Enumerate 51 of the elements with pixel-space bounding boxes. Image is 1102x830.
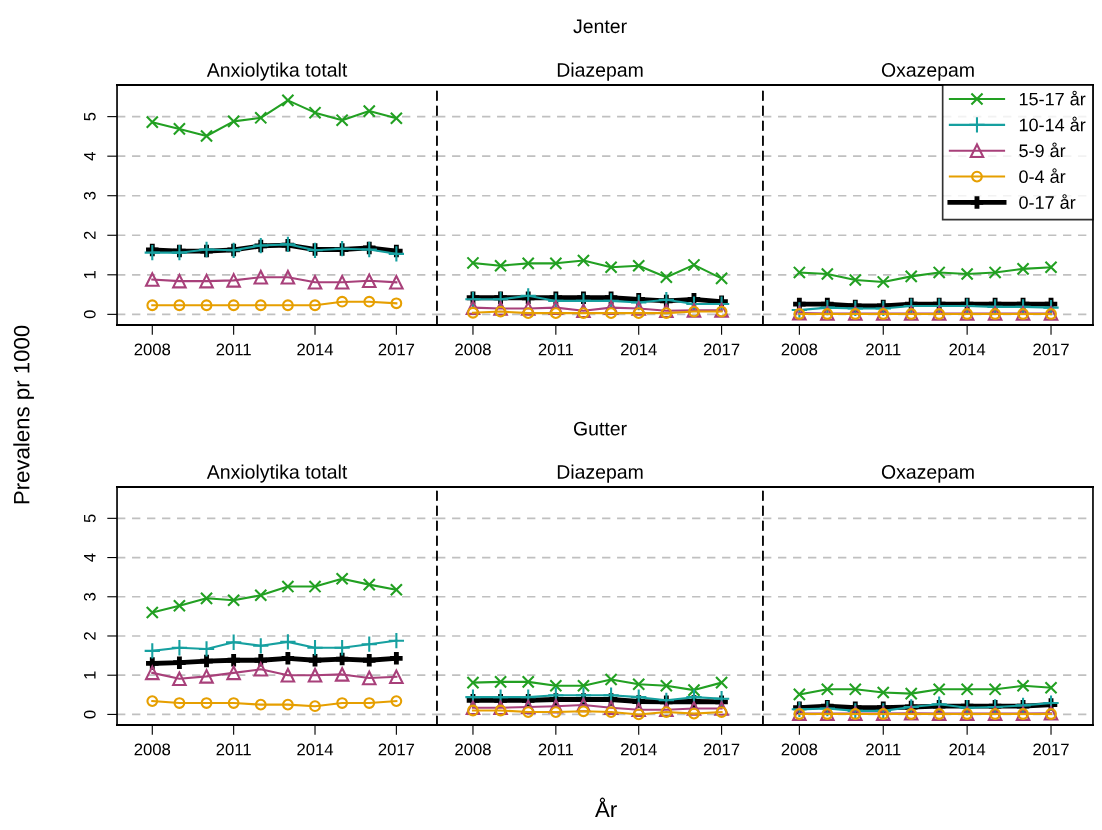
- chart-title: Anxiolytika totalt: [206, 464, 348, 483]
- legend-label: 15-17 år: [1019, 90, 1086, 106]
- y-tick-label: 2: [83, 231, 96, 240]
- y-tick-label: 4: [84, 152, 96, 161]
- x-tick-label: 2008: [134, 743, 171, 756]
- x-tick-label: 2008: [134, 343, 171, 356]
- y-tick-label: 2: [83, 632, 96, 640]
- x-tick-label: 2011: [866, 343, 901, 356]
- chart-title: Diazepam: [557, 464, 643, 483]
- x-tick-label: 2011: [216, 743, 251, 756]
- legend-label: 0-17 år: [1019, 194, 1076, 209]
- y-tick-label: 0: [83, 710, 96, 719]
- y-tick-label: 1: [84, 671, 96, 679]
- x-tick-label: 2014: [297, 743, 334, 756]
- x-tick-label: 2014: [621, 743, 657, 756]
- x-tick-label: 2017: [378, 743, 415, 756]
- legend-label: 0-4 år: [1019, 168, 1066, 184]
- x-tick-label: 2011: [866, 743, 901, 756]
- x-tick-label: 2014: [949, 743, 986, 756]
- x-tick-label: 2008: [455, 343, 491, 356]
- x-tick-label: 2011: [538, 343, 573, 356]
- y-tick-label: 4: [84, 553, 96, 562]
- x-tick-label: 2017: [378, 343, 415, 356]
- chart-title: Diazepam: [557, 62, 643, 81]
- y-tick-label: 3: [83, 592, 96, 601]
- x-tick-label: 2017: [1033, 343, 1069, 356]
- x-tick-label: 2008: [781, 343, 818, 356]
- x-tick-label: 2014: [949, 343, 986, 356]
- x-tick-label: 2017: [1033, 743, 1069, 756]
- legend-label: 5-9 år: [1019, 142, 1066, 158]
- x-tick-label: 2011: [216, 343, 251, 356]
- y-tick-label: 5: [84, 514, 96, 523]
- y-tick-label: 1: [84, 270, 96, 279]
- text: Jenter: [573, 19, 627, 34]
- y-tick-label: 0: [83, 310, 96, 319]
- chart-title: Anxiolytika totalt: [206, 62, 348, 81]
- x-axis-title: År: [595, 797, 617, 818]
- legend-label: 10-14 år: [1019, 116, 1086, 132]
- y-tick-label: 5: [84, 112, 96, 121]
- chart-title: Oxazepam: [881, 63, 974, 81]
- x-tick-label: 2011: [538, 743, 573, 756]
- y-axis-title: Prevalens pr 1000: [13, 325, 34, 504]
- x-tick-label: 2017: [703, 343, 740, 356]
- x-tick-label: 2014: [621, 343, 657, 356]
- x-tick-label: 2014: [297, 343, 334, 356]
- chart-title: Oxazepam: [881, 465, 974, 483]
- y-tick-label: 3: [83, 191, 96, 200]
- x-tick-label: 2008: [455, 743, 491, 756]
- x-tick-label: 2017: [703, 743, 740, 756]
- text: Gutter: [574, 421, 627, 436]
- x-tick-label: 2008: [781, 743, 818, 756]
